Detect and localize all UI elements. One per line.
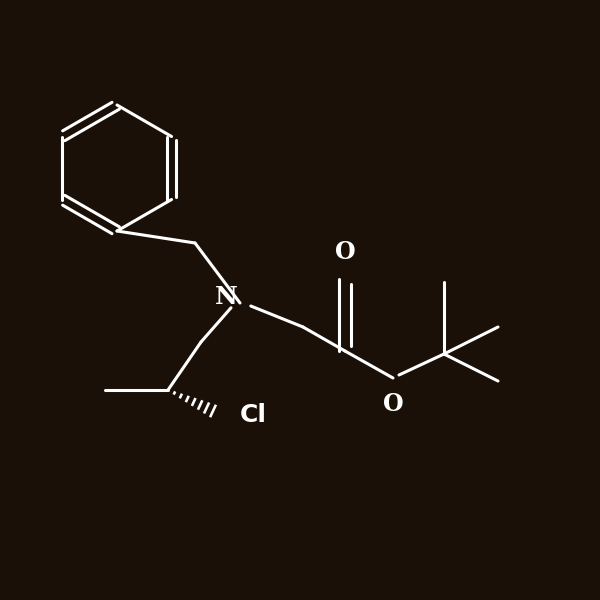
Text: Cl: Cl bbox=[240, 403, 267, 427]
Text: O: O bbox=[383, 392, 403, 416]
Text: O: O bbox=[335, 240, 355, 264]
Text: N: N bbox=[215, 285, 238, 309]
